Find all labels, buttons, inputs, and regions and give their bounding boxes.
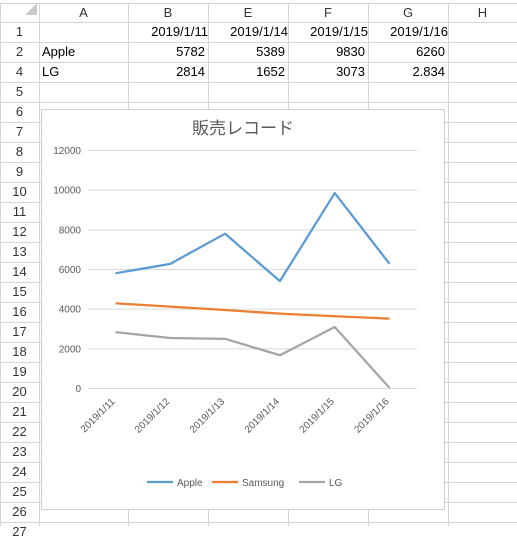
row-header-4[interactable]: 4 (15, 64, 24, 79)
cell-f2[interactable]: 9830 (336, 44, 365, 59)
row-header-1[interactable]: 1 (15, 24, 24, 39)
row-header-27[interactable]: 27 (12, 524, 27, 539)
series-line-apple (115, 191, 391, 283)
y-tick-label: 12000 (53, 146, 81, 157)
row-header-25[interactable]: 25 (12, 484, 27, 499)
series-line-samsung (115, 302, 390, 320)
row-header-18[interactable]: 18 (12, 344, 27, 359)
cell-g1[interactable]: 2019/1/16 (390, 24, 448, 39)
cell-b4[interactable]: 2814 (176, 64, 205, 79)
cell-e4[interactable]: 1652 (256, 64, 285, 79)
column-header-h[interactable]: H (477, 5, 488, 20)
row-header-17[interactable]: 17 (12, 324, 27, 339)
spreadsheet: A B E F G H 1 2 4 5 6 7 8 9 10 11 12 13 14 15 16 17 18 19 20 21 22… (0, 3, 517, 539)
row-header-21[interactable]: 21 (12, 404, 27, 419)
chart-title: 販売レコード (192, 119, 294, 138)
row-header-10[interactable]: 10 (12, 184, 27, 199)
row-header-13[interactable]: 13 (12, 244, 27, 259)
legend-label-samsung: Samsung (242, 478, 284, 489)
row-header-19[interactable]: 19 (12, 364, 27, 379)
x-tick-label: 2019/1/14 (243, 396, 283, 436)
y-tick-label: 10000 (53, 186, 81, 197)
row-header-16[interactable]: 16 (12, 304, 27, 319)
cell-f4[interactable]: 3073 (336, 64, 365, 79)
select-all-corner[interactable] (25, 3, 37, 15)
row-header-11[interactable]: 11 (12, 204, 27, 219)
column-header-f[interactable]: F (324, 5, 332, 20)
cell-f1[interactable]: 2019/1/15 (310, 24, 368, 39)
row-header-15[interactable]: 15 (12, 284, 27, 299)
y-tick-label: 2000 (59, 344, 82, 355)
x-tick-label: 2019/1/15 (298, 396, 338, 436)
row-header-12[interactable]: 12 (12, 224, 27, 239)
y-tick-label: 6000 (59, 265, 82, 276)
cell-e1[interactable]: 2019/1/14 (230, 24, 288, 39)
x-tick-label: 2019/1/12 (133, 396, 173, 436)
row-header-7[interactable]: 7 (15, 124, 24, 139)
cell-e2[interactable]: 5389 (256, 44, 285, 59)
chart-svg: 販売レコード 0 2000 4000 6000 8000 10000 12000 2019/1/… (53, 119, 417, 489)
sales-chart[interactable]: 販売レコード 0 2000 4000 6000 8000 10000 12000 2019/1/… (41, 109, 445, 510)
column-header-b[interactable]: B (163, 5, 173, 20)
x-tick-label: 2019/1/11 (79, 396, 118, 435)
column-header-a[interactable]: A (79, 5, 88, 20)
cell-b1[interactable]: 2019/1/11 (151, 24, 208, 39)
y-tick-label: 8000 (59, 225, 82, 236)
series-line-lg (115, 325, 391, 389)
cell-a2[interactable]: Apple (42, 44, 76, 59)
legend-label-apple: Apple (177, 478, 203, 489)
row-header-23[interactable]: 23 (12, 444, 27, 459)
y-tick-label: 4000 (59, 305, 82, 316)
cell-b2[interactable]: 5782 (176, 44, 205, 59)
row-header-5[interactable]: 5 (15, 84, 24, 99)
y-tick-label: 0 (75, 384, 81, 395)
column-header-e[interactable]: E (243, 5, 253, 20)
row-header-22[interactable]: 22 (12, 424, 27, 439)
legend-label-lg: LG (329, 478, 343, 489)
row-header-14[interactable]: 14 (12, 264, 27, 279)
row-header-9[interactable]: 9 (15, 164, 24, 179)
row-header-2[interactable]: 2 (15, 44, 24, 59)
row-header-8[interactable]: 8 (15, 144, 24, 159)
cell-g2[interactable]: 6260 (416, 44, 445, 59)
cell-g4[interactable]: 2.834 (412, 64, 445, 79)
row-header-6[interactable]: 6 (15, 104, 24, 119)
row-header-26[interactable]: 26 (12, 504, 27, 519)
x-tick-label: 2019/1/16 (352, 396, 392, 436)
x-tick-label: 2019/1/13 (188, 396, 228, 436)
row-header-20[interactable]: 20 (12, 384, 27, 399)
column-header-g[interactable]: G (402, 5, 414, 20)
row-header-24[interactable]: 24 (12, 464, 27, 479)
cell-a4[interactable]: LG (42, 64, 60, 79)
